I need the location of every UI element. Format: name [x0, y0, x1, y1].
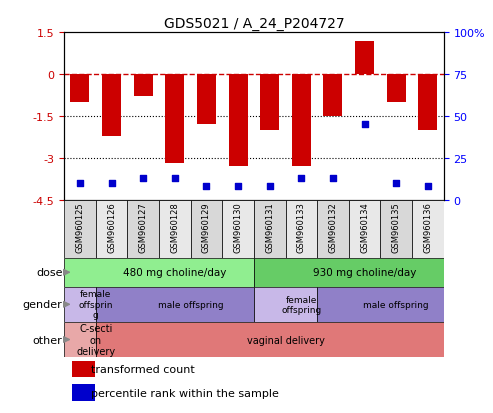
Point [107, 180, 115, 187]
Point [234, 184, 242, 190]
Bar [96, 200, 127, 258]
Text: female
offspring: female offspring [281, 295, 321, 314]
Bar [134, 75, 153, 97]
Bar [285, 200, 317, 258]
Bar [317, 200, 349, 258]
Text: GSM960135: GSM960135 [392, 202, 401, 253]
Bar [229, 75, 247, 167]
Bar [254, 200, 285, 258]
FancyBboxPatch shape [72, 361, 95, 377]
Text: GSM960129: GSM960129 [202, 202, 211, 252]
Bar [191, 200, 222, 258]
Text: male offspring: male offspring [363, 300, 429, 309]
Text: GSM960132: GSM960132 [328, 202, 338, 253]
Text: GSM960126: GSM960126 [107, 202, 116, 253]
Bar [197, 75, 216, 125]
Bar [412, 200, 444, 258]
Text: GSM960127: GSM960127 [139, 202, 148, 253]
Bar [96, 287, 254, 322]
Bar [260, 75, 279, 131]
Text: transformed count: transformed count [91, 364, 194, 374]
Point [203, 184, 211, 190]
Text: female
offsprin
g: female offsprin g [78, 290, 113, 319]
Bar [254, 287, 317, 322]
Bar [254, 258, 444, 287]
Text: GSM960130: GSM960130 [234, 202, 243, 253]
Text: GSM960128: GSM960128 [170, 202, 179, 253]
FancyBboxPatch shape [72, 385, 95, 401]
Point [297, 175, 305, 182]
Bar [102, 75, 121, 136]
Text: percentile rank within the sample: percentile rank within the sample [91, 388, 279, 398]
Text: male offspring: male offspring [158, 300, 223, 309]
Bar [355, 41, 374, 75]
Bar [64, 200, 96, 258]
Text: GSM960125: GSM960125 [75, 202, 84, 252]
Bar [349, 200, 381, 258]
Text: 480 mg choline/day: 480 mg choline/day [123, 268, 226, 278]
Bar [70, 75, 89, 103]
Bar [64, 258, 254, 287]
Bar [317, 287, 444, 322]
Title: GDS5021 / A_24_P204727: GDS5021 / A_24_P204727 [164, 17, 344, 31]
Bar [159, 200, 191, 258]
Text: C-secti
on
delivery: C-secti on delivery [76, 323, 115, 356]
Point [424, 184, 432, 190]
Point [76, 180, 84, 187]
Text: GSM960131: GSM960131 [265, 202, 274, 253]
Text: other: other [33, 335, 63, 345]
Bar [165, 75, 184, 164]
Point [266, 184, 274, 190]
Bar [323, 75, 343, 116]
Point [392, 180, 400, 187]
Bar [381, 200, 412, 258]
Bar [419, 75, 437, 131]
Bar [387, 75, 406, 103]
Point [139, 175, 147, 182]
Bar [64, 287, 96, 322]
Text: gender: gender [23, 299, 63, 310]
Text: GSM960133: GSM960133 [297, 202, 306, 253]
Point [329, 175, 337, 182]
Bar [64, 322, 96, 357]
Text: GSM960136: GSM960136 [423, 202, 432, 253]
Point [171, 175, 179, 182]
Bar [292, 75, 311, 167]
Bar [127, 200, 159, 258]
Text: 930 mg choline/day: 930 mg choline/day [313, 268, 416, 278]
Text: dose: dose [36, 268, 63, 278]
Text: GSM960134: GSM960134 [360, 202, 369, 253]
Point [361, 122, 369, 128]
Bar [222, 200, 254, 258]
Text: vaginal delivery: vaginal delivery [246, 335, 324, 345]
